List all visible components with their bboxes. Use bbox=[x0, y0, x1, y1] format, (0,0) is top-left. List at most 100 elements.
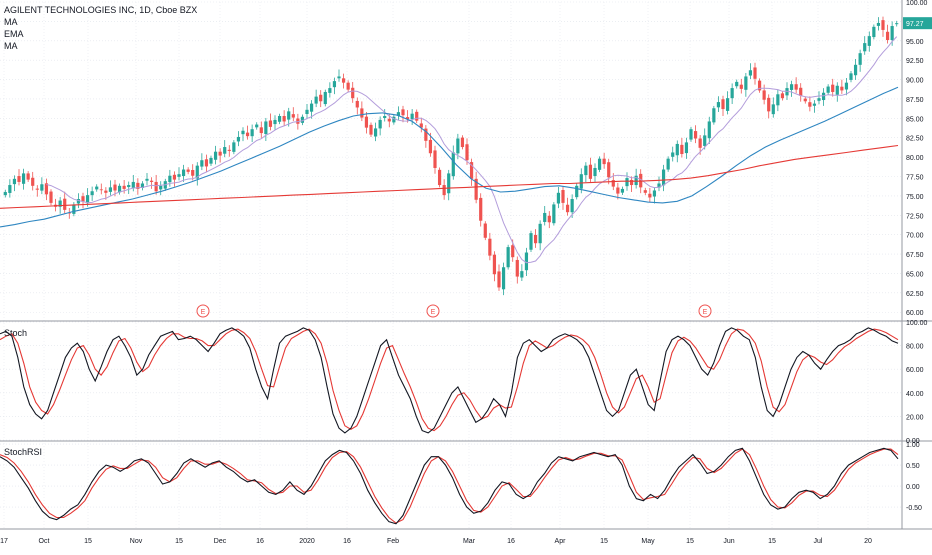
candle-body bbox=[8, 185, 12, 193]
candle-body bbox=[31, 177, 35, 186]
candle-body bbox=[85, 195, 90, 204]
time-tick-label: Nov bbox=[130, 538, 143, 545]
candle-body bbox=[881, 20, 885, 30]
candle-body bbox=[392, 116, 396, 123]
stochrsi-tick-label: 1.00 bbox=[906, 442, 920, 449]
candle-body bbox=[543, 212, 547, 222]
candle-body bbox=[410, 113, 414, 120]
candle-body bbox=[90, 191, 94, 196]
legend-ma-fast[interactable]: MA bbox=[4, 17, 18, 27]
candle-body bbox=[474, 178, 478, 200]
candle-body bbox=[616, 187, 620, 194]
candle-body bbox=[602, 158, 606, 165]
candle-body bbox=[58, 200, 62, 207]
candle-body bbox=[556, 192, 561, 204]
ma-slow-line bbox=[0, 144, 899, 209]
price-tick-label: 85.00 bbox=[906, 116, 924, 123]
candle-body bbox=[17, 176, 21, 182]
candle-body bbox=[634, 175, 638, 186]
candle-body bbox=[405, 117, 410, 120]
candle-body bbox=[666, 158, 670, 170]
stochrsi-tick-label: -0.50 bbox=[906, 505, 922, 512]
candle-body bbox=[511, 245, 515, 258]
candle-body bbox=[730, 88, 734, 99]
candle-body bbox=[396, 112, 401, 116]
stoch-tick-label: 60.00 bbox=[906, 367, 924, 374]
candle-body bbox=[762, 90, 766, 100]
candle-body bbox=[652, 190, 657, 197]
candle-body bbox=[309, 103, 314, 112]
candle-body bbox=[3, 192, 7, 196]
candle-body bbox=[593, 167, 597, 177]
candle-body bbox=[867, 36, 871, 46]
candle-body bbox=[351, 87, 355, 99]
candle-body bbox=[108, 187, 113, 192]
time-tick-label: 16 bbox=[507, 538, 515, 545]
candle-body bbox=[424, 128, 428, 141]
candle-body bbox=[497, 271, 501, 288]
candle-body bbox=[369, 124, 373, 135]
grid-layer bbox=[0, 1, 902, 528]
stochrsi-tick-label: 0.50 bbox=[906, 463, 920, 470]
stoch-tick-label: 80.00 bbox=[906, 344, 924, 351]
candle-body bbox=[76, 199, 81, 204]
candle-body bbox=[547, 215, 551, 223]
candle-body bbox=[200, 160, 204, 167]
candle-body bbox=[803, 98, 807, 102]
candle-body bbox=[858, 53, 862, 65]
candle-body bbox=[442, 185, 446, 196]
price-tick-label: 95.00 bbox=[906, 39, 924, 46]
stochrsi-pane-title[interactable]: StochRSI bbox=[4, 447, 43, 457]
candle-body bbox=[172, 174, 177, 180]
candle-body bbox=[721, 99, 725, 110]
candle-body bbox=[209, 157, 213, 164]
price-tick-label: 100.00 bbox=[906, 0, 928, 7]
candle-body bbox=[127, 185, 131, 188]
legend-ma-slow[interactable]: MA bbox=[4, 41, 18, 51]
candle-body bbox=[44, 183, 49, 195]
time-tick-label: 15 bbox=[175, 538, 183, 545]
time-tick-label: 15 bbox=[768, 538, 776, 545]
candle-body bbox=[346, 82, 350, 90]
candle-body bbox=[259, 127, 263, 134]
candle-body bbox=[268, 120, 273, 127]
price-tick-label: 62.50 bbox=[906, 291, 924, 298]
candle-body bbox=[140, 183, 145, 188]
symbol-title[interactable]: AGILENT TECHNOLOGIES INC, 1D, Cboe BZX bbox=[4, 5, 198, 15]
candle-body bbox=[186, 169, 190, 172]
ema-line bbox=[0, 86, 899, 228]
candle-body bbox=[332, 81, 337, 88]
candle-body bbox=[204, 159, 209, 167]
candle-body bbox=[104, 190, 108, 193]
candle-body bbox=[684, 142, 689, 154]
candle-body bbox=[725, 98, 730, 111]
candle-body bbox=[241, 130, 245, 135]
candle-body bbox=[255, 124, 259, 128]
legend-ema[interactable]: EMA bbox=[4, 29, 24, 39]
candle-body bbox=[469, 162, 474, 179]
candle-body bbox=[785, 88, 789, 96]
stoch-pane-title[interactable]: Stoch bbox=[4, 328, 28, 338]
candle-body bbox=[776, 94, 780, 106]
candle-body bbox=[844, 82, 849, 90]
candle-body bbox=[483, 223, 487, 238]
candle-body bbox=[831, 84, 835, 92]
candle-body bbox=[789, 84, 794, 90]
candle-body bbox=[415, 111, 419, 121]
candle-body bbox=[597, 158, 602, 170]
candle-body bbox=[849, 73, 853, 80]
stochrsi-pane bbox=[0, 447, 899, 525]
candle-body bbox=[744, 76, 748, 90]
earnings-marker-label: E bbox=[431, 309, 436, 316]
candle-body bbox=[620, 188, 625, 193]
candle-body bbox=[680, 144, 684, 155]
earnings-marker-label: E bbox=[201, 309, 206, 316]
candle-body bbox=[72, 204, 76, 214]
candle-body bbox=[177, 174, 181, 177]
time-tick-label: Mar bbox=[463, 538, 476, 545]
candle-body bbox=[383, 116, 387, 119]
candle-body bbox=[337, 76, 341, 79]
time-tick-label: 15 bbox=[686, 538, 694, 545]
